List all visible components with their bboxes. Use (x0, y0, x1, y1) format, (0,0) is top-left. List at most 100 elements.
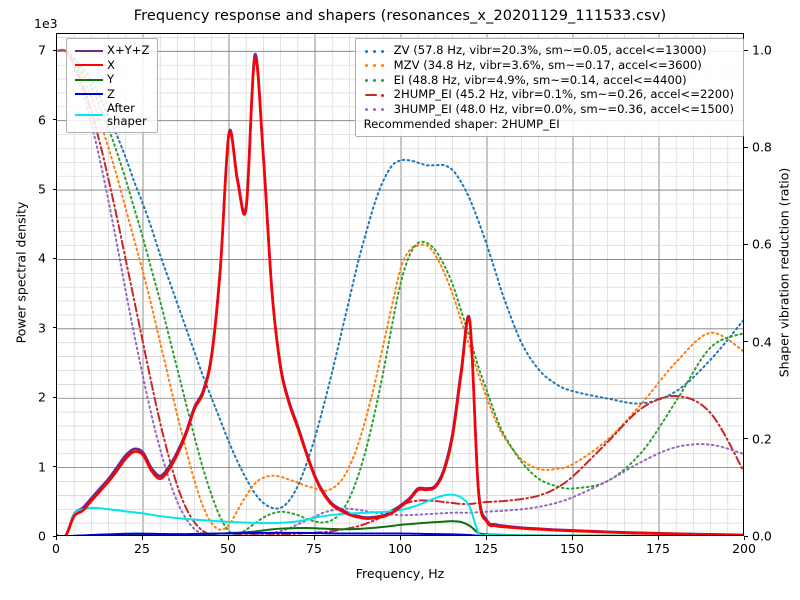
y2-tick-1.0: 1.0 (752, 42, 772, 58)
y2-tickmark (744, 243, 748, 245)
y2-tickmark (744, 146, 748, 148)
axes-legend-item-x-y-z[interactable]: X+Y+Z (73, 43, 151, 58)
y-tick-2: 2 (38, 389, 46, 405)
shaper-swatch-2 (362, 72, 392, 87)
y-tick-6: 6 (38, 112, 46, 128)
chart-canvas (57, 34, 743, 535)
shaper-swatch-1 (362, 58, 392, 73)
line-swatch-icon (75, 78, 103, 81)
shaper-legend-label: MZV (34.8 Hz, vibr=3.6%, sm~=0.17, accel… (393, 57, 702, 72)
x-tickmark (55, 536, 57, 540)
x-tick-125: 125 (474, 541, 498, 556)
series-z (71, 531, 494, 535)
x-tick-0: 0 (52, 541, 60, 556)
x-axis-label: Frequency, Hz (355, 566, 445, 581)
series-after-shaper (65, 493, 662, 535)
line-swatch-icon (75, 113, 103, 116)
x-tickmark (399, 536, 401, 540)
series-zv (57, 49, 743, 510)
shaper-legend-label: EI (48.8 Hz, vibr=4.9%, sm~=0.14, accel<… (393, 72, 687, 87)
dotted-line-swatch-icon (364, 76, 390, 85)
y2-tick-0.2: 0.2 (752, 431, 772, 447)
y-tickmark (52, 49, 56, 51)
x-tickmark (743, 536, 745, 540)
shaper-legend-item-zv[interactable]: ZV (57.8 Hz, vibr=20.3%, sm~=0.05, accel… (362, 43, 736, 58)
recommended-shaper-row: Recommended shaper: 2HUMP_EI (362, 117, 736, 132)
y2-tick-0.4: 0.4 (752, 334, 772, 350)
axes-legend-item-after-shaper[interactable]: After shaper (73, 101, 151, 128)
y-tickmark (52, 188, 56, 190)
legend-swatch-0 (73, 43, 105, 58)
y-tick-1: 1 (38, 459, 46, 475)
x-tick-100: 100 (388, 541, 412, 556)
shaper-legend-label: ZV (57.8 Hz, vibr=20.3%, sm~=0.05, accel… (393, 43, 707, 58)
y-tick-7: 7 (38, 42, 46, 58)
axes-legend-label: Z (107, 86, 115, 101)
x-tickmark (313, 536, 315, 540)
series-3hump-ei (57, 48, 743, 535)
shaper-legend-item-ei[interactable]: EI (48.8 Hz, vibr=4.9%, sm~=0.14, accel<… (362, 72, 736, 87)
y-tick-5: 5 (38, 181, 46, 197)
axes-legend-item-y[interactable]: Y (73, 72, 151, 87)
recommended-shaper-label: Recommended shaper: 2HUMP_EI (363, 116, 560, 131)
x-tick-25: 25 (134, 541, 150, 556)
x-tick-150: 150 (560, 541, 584, 556)
dotted-line-swatch-icon (364, 105, 390, 114)
y-tick-4: 4 (38, 250, 46, 266)
shaper-legend-item-3hump-ei[interactable]: 3HUMP_EI (48.0 Hz, vibr=0.0%, sm~=0.36, … (362, 102, 736, 117)
axes-legend-label: X+Y+Z (107, 43, 150, 57)
line-swatch-icon (75, 93, 103, 96)
chart-title: Frequency response and shapers (resonanc… (133, 8, 667, 24)
shapers-legend[interactable]: ZV (57.8 Hz, vibr=20.3%, sm~=0.05, accel… (354, 38, 744, 138)
dotted-line-swatch-icon (364, 46, 390, 55)
y2-tickmark (744, 341, 748, 343)
y2-tick-0.0: 0.0 (752, 528, 772, 544)
legend-swatch-4 (73, 101, 105, 128)
y-tickmark (52, 466, 56, 468)
dotted-line-swatch-icon (364, 90, 390, 99)
y-tickmark (52, 396, 56, 398)
axes-legend-table: X+Y+Z X Y Z After shaper (73, 43, 151, 128)
axes-legend-label: After shaper (107, 101, 147, 128)
y2-tick-0.6: 0.6 (752, 236, 772, 252)
shaper-legend-item-mzv[interactable]: MZV (34.8 Hz, vibr=3.6%, sm~=0.17, accel… (362, 58, 736, 73)
y-tickmark (52, 119, 56, 121)
series-x (57, 56, 743, 535)
x-tickmark (657, 536, 659, 540)
series-ei (57, 49, 743, 535)
x-tick-75: 75 (306, 541, 322, 556)
x-tick-200: 200 (732, 541, 756, 556)
shapers-legend-table: ZV (57.8 Hz, vibr=20.3%, sm~=0.05, accel… (362, 43, 736, 131)
y-tickmark (52, 535, 56, 537)
y-tick-0: 0 (38, 528, 46, 544)
y2-tick-0.8: 0.8 (752, 139, 772, 155)
axes-legend-item-z[interactable]: Z (73, 87, 151, 102)
line-swatch-icon (75, 49, 103, 52)
shaper-legend-label: 3HUMP_EI (48.0 Hz, vibr=0.0%, sm~=0.36, … (393, 101, 734, 116)
x-tickmark (571, 536, 573, 540)
shaper-swatch-4 (362, 102, 392, 117)
axes-legend-item-x[interactable]: X (73, 58, 151, 73)
x-tickmark (227, 536, 229, 540)
legend-swatch-3 (73, 87, 105, 102)
dotted-line-swatch-icon (364, 61, 390, 70)
x-tick-175: 175 (646, 541, 670, 556)
y-tickmark (52, 327, 56, 329)
shaper-swatch-3 (362, 87, 392, 102)
y2-tickmark (744, 438, 748, 440)
y-axis-label: Power spectral density (13, 201, 29, 344)
x-tick-50: 50 (220, 541, 236, 556)
x-tickmark (485, 536, 487, 540)
shaper-swatch-0 (362, 43, 392, 58)
axes-legend[interactable]: X+Y+Z X Y Z After shaper (66, 38, 159, 134)
axes-legend-label: X (107, 57, 115, 72)
legend-swatch-2 (73, 72, 105, 87)
line-swatch-icon (75, 64, 103, 67)
series-mzv (57, 49, 743, 531)
axes-legend-label: Y (107, 72, 115, 87)
y-tick-3: 3 (38, 320, 46, 336)
shaper-legend-label: 2HUMP_EI (45.2 Hz, vibr=0.1%, sm~=0.26, … (393, 87, 734, 102)
x-tickmark (141, 536, 143, 540)
shaper-legend-item-2hump-ei[interactable]: 2HUMP_EI (45.2 Hz, vibr=0.1%, sm~=0.26, … (362, 87, 736, 102)
